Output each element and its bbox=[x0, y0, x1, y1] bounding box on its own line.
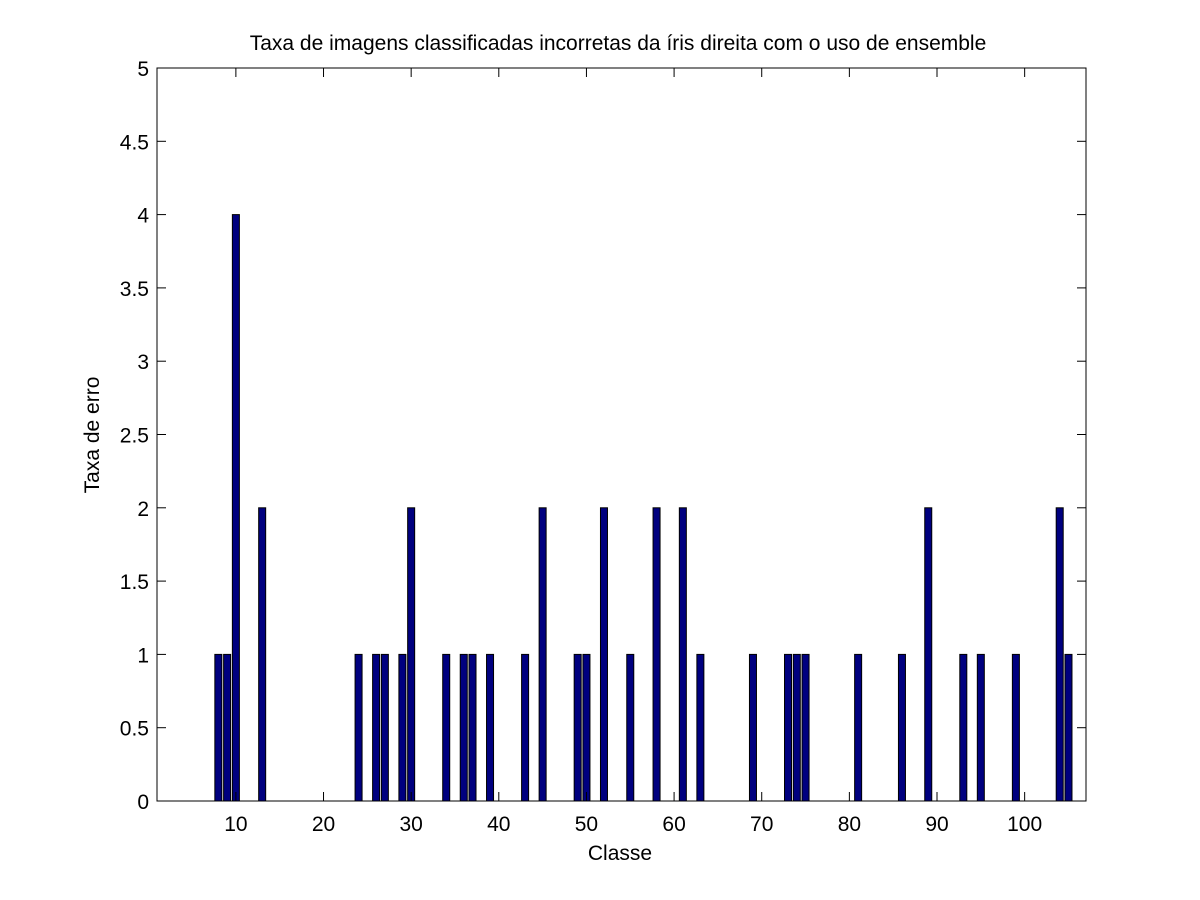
bar-class-50 bbox=[582, 653, 591, 802]
bars-group bbox=[214, 214, 1073, 802]
x-tick-label-70: 70 bbox=[750, 813, 773, 836]
bar-class-13 bbox=[258, 507, 267, 802]
bar-class-37 bbox=[468, 653, 477, 802]
x-tick-label-100: 100 bbox=[1007, 813, 1042, 836]
y-axis-label: Taxa de erro bbox=[81, 377, 104, 494]
bar-class-29 bbox=[398, 653, 407, 802]
chart-title: Taxa de imagens classificadas incorretas… bbox=[250, 32, 987, 55]
bar-class-55 bbox=[626, 653, 635, 802]
y-tick-label-3.5: 3.5 bbox=[120, 278, 149, 301]
bar-class-75 bbox=[801, 653, 810, 802]
bar-class-99 bbox=[1011, 653, 1020, 802]
ticks-group: 10 20 30 40 50 60 70 80 90 100 0 0.5 1 1.5 2 2.5 3 3.5 4 4.… bbox=[120, 58, 1086, 836]
bar-class-89 bbox=[924, 507, 933, 802]
y-tick-label-1: 1 bbox=[137, 644, 149, 667]
bar-class-34 bbox=[442, 653, 451, 802]
bar-class-39 bbox=[486, 653, 495, 802]
y-tick-label-1.5: 1.5 bbox=[120, 571, 149, 594]
bar-class-49 bbox=[573, 653, 582, 802]
bar-class-43 bbox=[521, 653, 530, 802]
bar-class-69 bbox=[748, 653, 757, 802]
y-tick-label-0.5: 0.5 bbox=[120, 718, 149, 741]
bar-class-104 bbox=[1055, 507, 1064, 802]
x-tick-label-20: 20 bbox=[312, 813, 335, 836]
bar-class-9 bbox=[223, 653, 232, 802]
plot-frame bbox=[156, 67, 1087, 802]
y-tick-label-0: 0 bbox=[137, 791, 149, 814]
y-tick-label-2: 2 bbox=[137, 498, 149, 521]
bar-class-86 bbox=[897, 653, 906, 802]
x-tick-label-60: 60 bbox=[662, 813, 685, 836]
bar-class-45 bbox=[538, 507, 547, 802]
bar-class-63 bbox=[696, 653, 705, 802]
x-tick-label-80: 80 bbox=[838, 813, 861, 836]
bar-class-8 bbox=[214, 653, 223, 802]
bar-class-81 bbox=[854, 653, 863, 802]
bar-class-24 bbox=[354, 653, 363, 802]
y-tick-label-4: 4 bbox=[137, 205, 149, 228]
x-tick-label-40: 40 bbox=[487, 813, 510, 836]
bar-class-95 bbox=[976, 653, 985, 802]
y-tick-label-2.5: 2.5 bbox=[120, 425, 149, 448]
y-tick-label-5: 5 bbox=[137, 58, 149, 81]
bar-class-105 bbox=[1064, 653, 1073, 802]
bar-class-52 bbox=[599, 507, 608, 802]
x-axis-label: Classe bbox=[588, 842, 652, 865]
bar-class-93 bbox=[959, 653, 968, 802]
bar-class-73 bbox=[784, 653, 793, 802]
bar-class-27 bbox=[380, 653, 389, 802]
bar-class-74 bbox=[792, 653, 801, 802]
y-tick-label-3: 3 bbox=[137, 351, 149, 374]
bar-class-26 bbox=[372, 653, 381, 802]
bar-class-30 bbox=[407, 507, 416, 802]
x-tick-label-10: 10 bbox=[224, 813, 247, 836]
x-tick-label-30: 30 bbox=[399, 813, 422, 836]
bar-class-61 bbox=[678, 507, 687, 802]
x-tick-label-90: 90 bbox=[925, 813, 948, 836]
bar-class-10 bbox=[231, 214, 240, 802]
x-tick-label-50: 50 bbox=[575, 813, 598, 836]
bar-class-36 bbox=[459, 653, 468, 802]
y-tick-label-4.5: 4.5 bbox=[120, 131, 149, 154]
bar-class-58 bbox=[652, 507, 661, 802]
